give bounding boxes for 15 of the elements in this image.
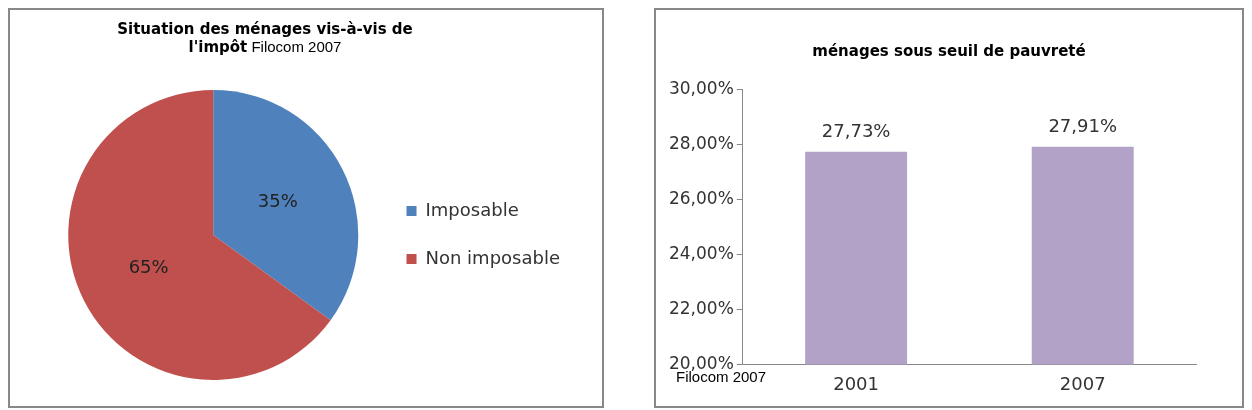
x-tick-label: 2007	[1059, 372, 1106, 394]
chart-title: ménages sous seuil de pauvreté	[811, 42, 1087, 60]
y-tick-label: 28,00%	[668, 132, 734, 153]
y-tick-label: 30,00%	[668, 77, 734, 98]
data-label: 27,73%	[821, 120, 891, 142]
y-tick-label: 26,00%	[668, 187, 734, 208]
data-label: 27,91%	[1048, 115, 1118, 137]
y-tick-label: 24,00%	[668, 242, 734, 263]
legend-label: Imposable	[425, 198, 519, 220]
legend-label: Non imposable	[425, 246, 561, 268]
x-tick-label: 2001	[833, 372, 880, 394]
y-tick-label: 22,00%	[668, 297, 734, 318]
text: Filocom 2007	[250, 38, 342, 55]
data-label: 65%	[128, 255, 169, 277]
data-label: 35%	[257, 189, 298, 211]
